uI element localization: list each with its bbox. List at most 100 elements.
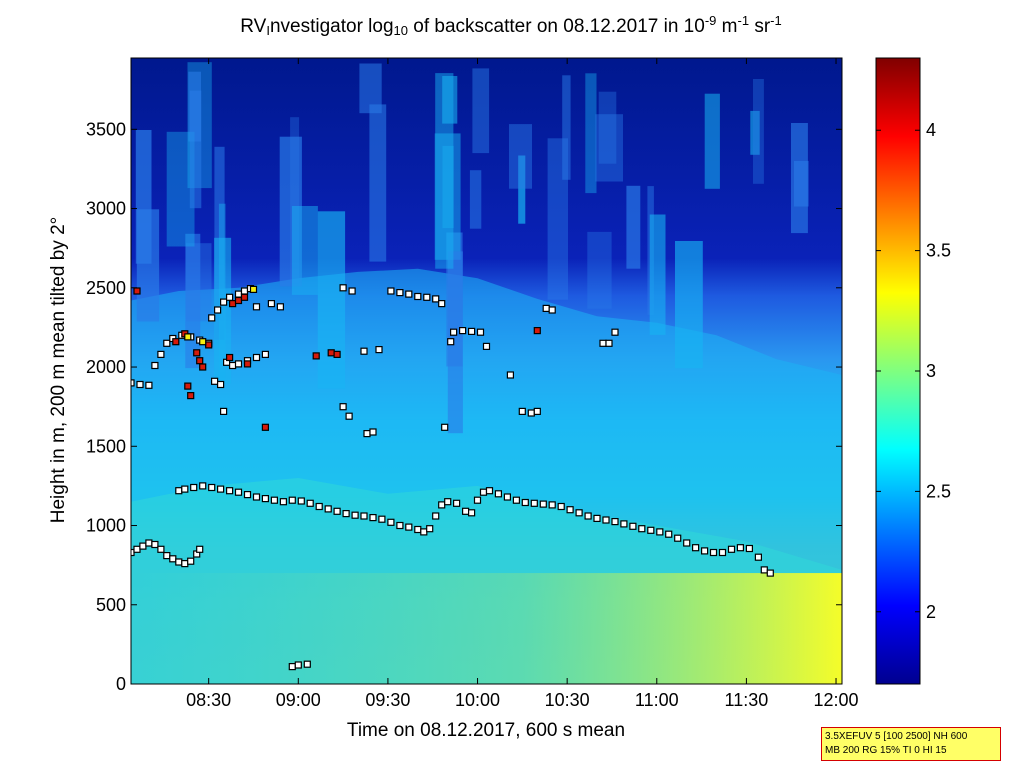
- data-point: [214, 306, 222, 314]
- data-point: [205, 341, 213, 349]
- cloud-streak: [518, 155, 526, 224]
- data-point: [441, 423, 449, 431]
- data-point: [405, 523, 413, 531]
- y-tick-label: 3500: [86, 119, 126, 139]
- data-point: [584, 512, 592, 520]
- data-point: [240, 287, 249, 295]
- y-tick-label: 0: [116, 674, 126, 694]
- data-point: [276, 303, 284, 311]
- data-point: [414, 525, 422, 534]
- data-point: [315, 502, 323, 511]
- cloud-streak: [442, 76, 458, 124]
- x-axis-label: Time on 08.12.2017, 600 s mean: [347, 720, 625, 741]
- data-point: [199, 482, 207, 490]
- cloud-streak: [750, 110, 760, 155]
- data-point: [396, 521, 404, 530]
- x-tick-label: 09:00: [276, 690, 321, 710]
- colorbar-ticks: 2 2.5 3 3.5 4: [876, 120, 951, 622]
- data-point: [521, 498, 529, 507]
- data-point: [760, 566, 768, 574]
- cloud-streak: [598, 91, 617, 164]
- data-point: [252, 353, 261, 362]
- y-tick-label: 1000: [86, 516, 126, 536]
- colorbar-tick-label: 3: [926, 361, 936, 381]
- data-point: [312, 352, 320, 360]
- data-point: [656, 528, 664, 536]
- y-tick-label: 3000: [86, 199, 126, 219]
- data-point: [396, 289, 404, 297]
- colorbar: 2 2.5 3 3.5 4: [875, 57, 951, 685]
- data-point: [181, 559, 189, 568]
- data-point: [620, 520, 628, 528]
- data-point: [136, 380, 144, 389]
- data-point: [187, 557, 195, 565]
- cloud-streak: [447, 251, 463, 434]
- data-point: [339, 284, 347, 292]
- data-point: [482, 342, 491, 350]
- y-axis: 0 500 1000 1500 2000 2500 3000 3500: [86, 119, 842, 694]
- data-point: [548, 501, 556, 509]
- data-point: [378, 515, 386, 523]
- data-point: [450, 328, 458, 336]
- cloud-streak: [359, 63, 382, 114]
- data-point: [217, 380, 225, 389]
- data-point: [288, 662, 296, 671]
- data-point: [468, 509, 476, 517]
- cloud-streak: [472, 68, 490, 154]
- data-point: [324, 505, 332, 513]
- data-point: [533, 407, 541, 415]
- data-point: [718, 548, 727, 557]
- data-point: [131, 379, 135, 387]
- data-point: [360, 347, 368, 355]
- data-point: [494, 490, 502, 498]
- data-point: [184, 333, 192, 341]
- data-point: [438, 300, 446, 308]
- x-tick-label: 12:00: [814, 690, 859, 710]
- cloud-streak: [562, 75, 571, 180]
- data-point: [611, 328, 619, 336]
- data-point: [294, 661, 302, 669]
- data-point: [252, 493, 261, 501]
- data-point: [226, 293, 234, 301]
- data-point: [369, 513, 377, 522]
- x-axis: 08:30 09:00 09:30 10:00 10:30 11:00 11:30 12:00: [186, 58, 859, 710]
- data-point: [333, 507, 341, 515]
- data-point: [133, 287, 141, 295]
- data-point: [234, 296, 243, 305]
- cloud-streak: [291, 206, 318, 295]
- data-point: [220, 298, 228, 306]
- data-point: [133, 545, 141, 553]
- y-tick-label: 2000: [86, 357, 126, 377]
- data-point: [369, 428, 377, 436]
- data-point: [444, 498, 452, 506]
- info-line-2: MB 200 RG 15% TI 0 HI 15: [825, 745, 947, 756]
- data-point: [503, 493, 511, 501]
- data-point: [530, 499, 538, 507]
- data-point: [226, 487, 234, 495]
- data-point: [208, 314, 216, 322]
- x-tick-label: 11:30: [725, 690, 769, 710]
- data-point: [163, 339, 171, 347]
- data-point: [479, 488, 488, 496]
- data-point: [327, 349, 335, 357]
- data-point: [566, 506, 574, 514]
- cloud-streak: [585, 73, 597, 194]
- data-point: [351, 511, 359, 519]
- data-point: [459, 327, 467, 335]
- data-point: [674, 534, 682, 542]
- data-point: [267, 300, 275, 308]
- chart-title: RVInvestigator log10 of backscatter on 0…: [240, 13, 781, 39]
- plot-frame: [130, 57, 843, 685]
- data-point: [736, 544, 745, 552]
- data-point: [234, 488, 243, 496]
- data-point: [199, 363, 207, 371]
- data-point: [261, 495, 269, 503]
- cloud-streak: [509, 124, 532, 189]
- data-point: [447, 338, 455, 346]
- colorbar-gradient: [875, 57, 921, 685]
- data-point: [438, 501, 446, 509]
- plot-area: [131, 58, 842, 684]
- data-point: [157, 545, 165, 553]
- data-point: [527, 409, 535, 417]
